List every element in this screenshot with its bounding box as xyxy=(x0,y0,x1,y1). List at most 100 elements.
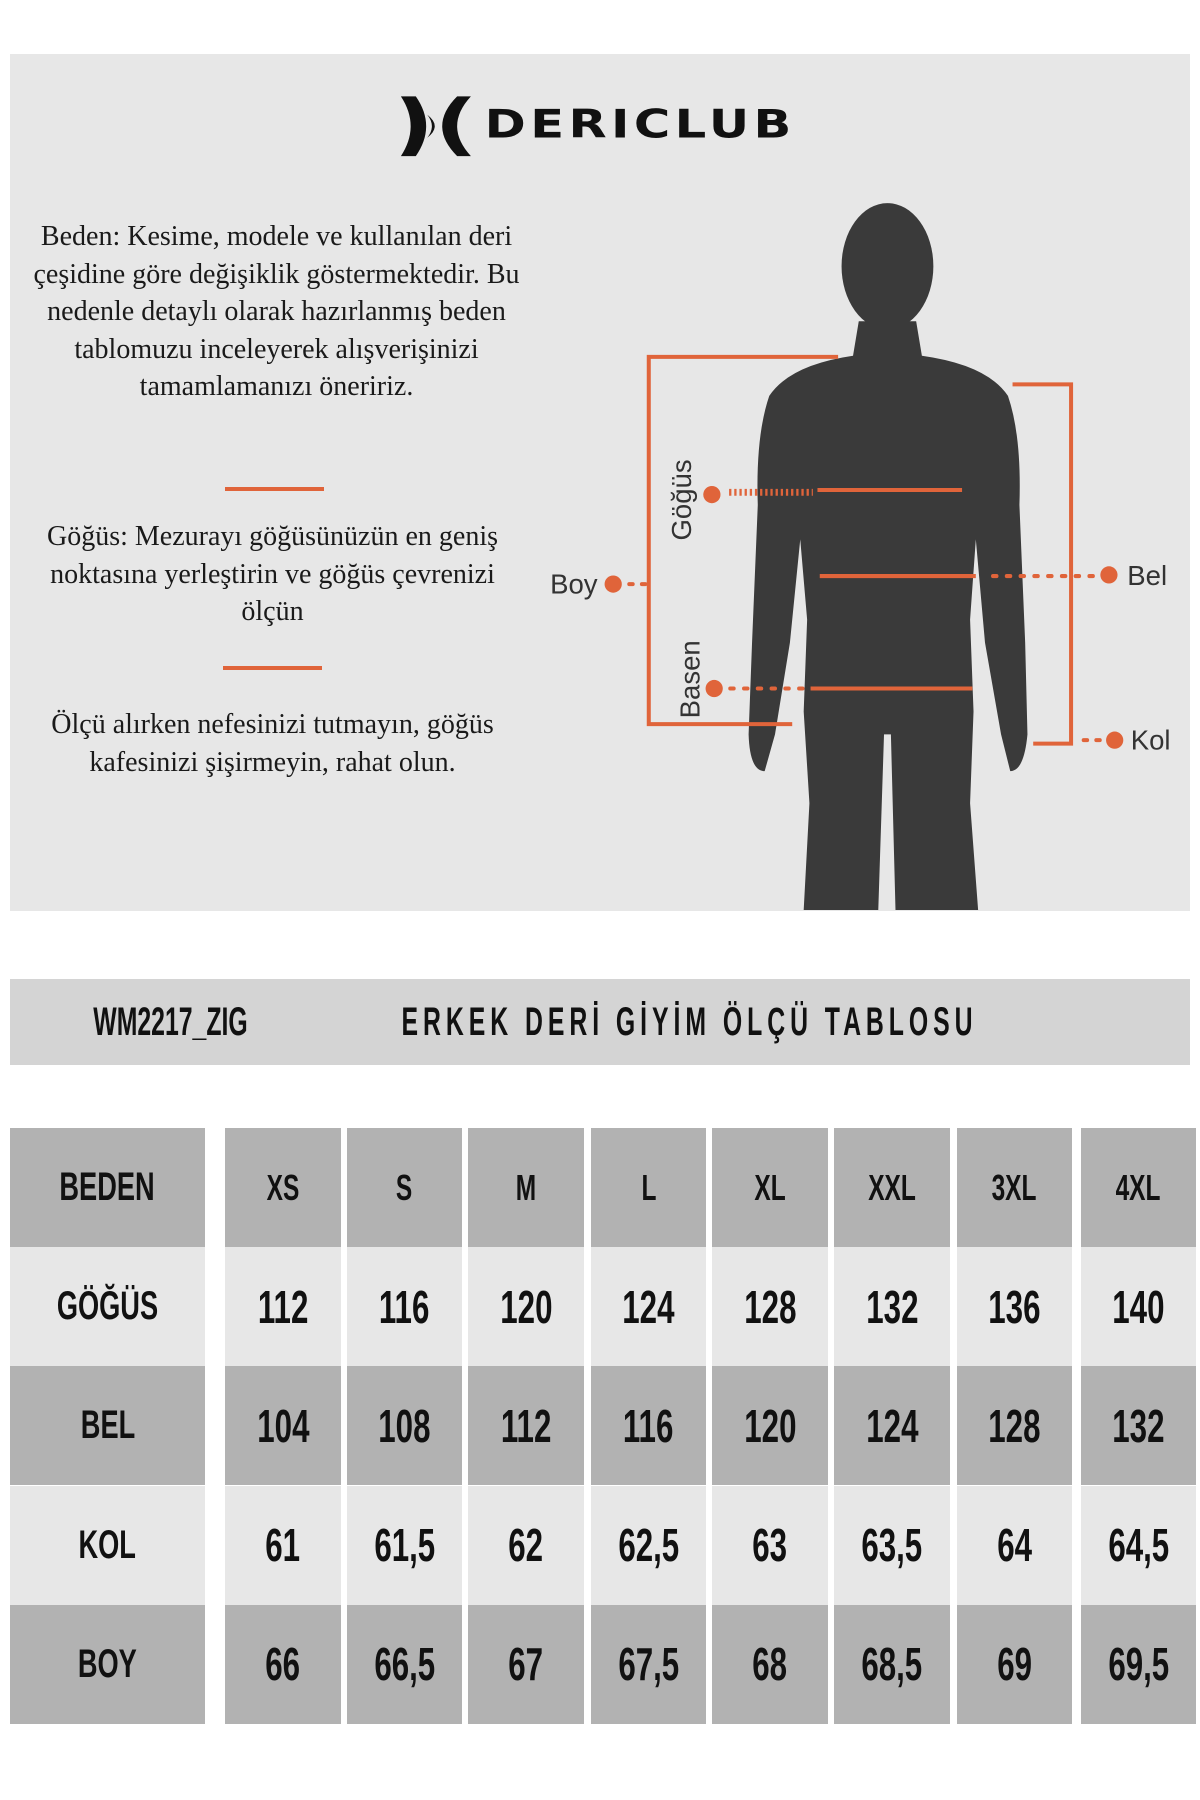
label-boy: Boy xyxy=(550,568,598,599)
cell-value: 104 xyxy=(256,1399,310,1452)
row-label: BEDEN xyxy=(59,1165,156,1209)
table-cell: 68 xyxy=(712,1604,828,1724)
basen-dot-icon xyxy=(705,679,723,698)
boy-bracket xyxy=(646,354,839,727)
cell-value: 112 xyxy=(500,1399,552,1452)
table-cell: 128 xyxy=(712,1247,828,1367)
cell-value: 64 xyxy=(997,1519,1032,1572)
table-cell: 69,5 xyxy=(1081,1604,1196,1724)
table-header-row: BEDEN XS S M L XL XXL 3XL 4XL xyxy=(0,1128,1200,1247)
size-table-title: WM2217_ZIG ERKEK DERİ GİYİM ÖLÇÜ TABLOSU xyxy=(10,979,1190,1065)
label-basen: Basen xyxy=(674,640,705,718)
cell-value: 3XL xyxy=(992,1166,1037,1208)
cell-value: 66 xyxy=(265,1638,301,1691)
cell-value: 68,5 xyxy=(861,1638,923,1691)
table-cell: 63 xyxy=(712,1485,828,1605)
cell-value: 66,5 xyxy=(374,1638,435,1691)
cell-value: XXL xyxy=(868,1166,916,1208)
table-cell: 61,5 xyxy=(347,1485,462,1605)
cell-value: M xyxy=(515,1166,537,1208)
product-code: WM2217_ZIG xyxy=(93,999,248,1044)
cell-value: 68 xyxy=(752,1638,788,1691)
cell-value: 120 xyxy=(499,1280,553,1333)
table-cell: 63,5 xyxy=(834,1485,950,1605)
label-gogus: Göğüs xyxy=(666,459,697,540)
divider xyxy=(223,666,322,670)
cell-value: 112 xyxy=(257,1280,309,1333)
kol-dot-icon xyxy=(1106,731,1124,749)
table-cell: 104 xyxy=(225,1366,341,1486)
cell-value: 62 xyxy=(508,1519,544,1572)
table-cell: 69 xyxy=(957,1604,1072,1724)
table-cell: 62,5 xyxy=(591,1485,706,1605)
cell-value: XS xyxy=(266,1166,300,1208)
cell-value: 61 xyxy=(265,1519,301,1572)
table-cell: 68,5 xyxy=(834,1604,950,1724)
table-title-text: ERKEK DERİ GİYİM ÖLÇÜ TABLOSU xyxy=(401,999,978,1044)
cell-value: S xyxy=(396,1166,413,1208)
cell-value: 63 xyxy=(752,1519,788,1572)
table-cell: 132 xyxy=(1081,1366,1196,1486)
cell-value: 128 xyxy=(743,1280,797,1333)
table-cell: 140 xyxy=(1081,1247,1196,1367)
cell-value: 116 xyxy=(379,1280,430,1333)
table-row: BOY 66 66,5 67 67,5 68 68,5 69 69,5 xyxy=(0,1604,1200,1724)
table-cell: 124 xyxy=(834,1366,950,1486)
cell-value: L xyxy=(641,1166,656,1208)
table-cell: 64 xyxy=(957,1485,1072,1605)
table-cell: 116 xyxy=(591,1366,706,1486)
table-row: GÖĞÜS 112 116 120 124 128 132 136 140 xyxy=(0,1247,1200,1367)
table-cell: 66 xyxy=(225,1604,341,1724)
boy-dot-icon xyxy=(604,575,622,593)
cell-value: 61,5 xyxy=(374,1519,435,1572)
table-cell: XXL xyxy=(834,1128,950,1247)
cell-value: 116 xyxy=(623,1399,674,1452)
gogus-info-text: Göğüs: Mezurayı göğüsünüzün en geniş nok… xyxy=(46,521,499,627)
table-cell: 136 xyxy=(957,1247,1072,1367)
label-bel: Bel xyxy=(1127,560,1167,591)
cell-value: 132 xyxy=(865,1280,919,1333)
cell-value: XL xyxy=(754,1166,786,1208)
tip-info-text: Ölçü alırken nefesinizi tutmayın, göğüs … xyxy=(51,709,494,778)
table-cell: 128 xyxy=(957,1366,1072,1486)
cell-value: 108 xyxy=(378,1399,431,1452)
row-label-cell: BOY xyxy=(10,1604,205,1724)
table-cell: 116 xyxy=(347,1247,462,1367)
table-cell: XS xyxy=(225,1128,341,1247)
label-kol: Kol xyxy=(1131,724,1171,755)
cell-value: 124 xyxy=(622,1280,675,1333)
table-cell: 66,5 xyxy=(347,1604,462,1724)
beden-info-text: Beden: Kesime, modele ve kullanılan deri… xyxy=(33,221,520,402)
table-cell: 67,5 xyxy=(591,1604,706,1724)
cell-value: 64,5 xyxy=(1108,1519,1169,1572)
cell-value: 67 xyxy=(508,1638,544,1691)
kol-bracket xyxy=(1012,382,1074,746)
table-cell: L xyxy=(591,1128,706,1247)
cell-value: 69,5 xyxy=(1108,1638,1169,1691)
table-cell: 132 xyxy=(834,1247,950,1367)
table-cell: 64,5 xyxy=(1081,1485,1196,1605)
logo-text: DERICLUB xyxy=(485,103,796,148)
row-label-cell: BEL xyxy=(10,1366,205,1486)
table-cell: 120 xyxy=(712,1366,828,1486)
cell-value: 140 xyxy=(1112,1280,1165,1333)
cell-value: 4XL xyxy=(1116,1166,1161,1208)
cell-value: 132 xyxy=(1112,1399,1165,1452)
row-label: BEL xyxy=(80,1403,135,1448)
row-label-cell: KOL xyxy=(10,1485,205,1605)
table-cell: 3XL xyxy=(957,1128,1072,1247)
table-cell: 120 xyxy=(468,1247,584,1367)
table-cell: 124 xyxy=(591,1247,706,1367)
cell-value: 136 xyxy=(988,1280,1041,1333)
gogus-dot-icon xyxy=(703,485,721,504)
body-silhouette xyxy=(748,203,1028,910)
table-cell: 4XL xyxy=(1081,1128,1196,1247)
logo-mark-icon xyxy=(400,96,471,157)
row-label-cell: GÖĞÜS xyxy=(10,1247,205,1367)
table-cell: 112 xyxy=(225,1247,341,1367)
cell-value: 69 xyxy=(997,1638,1032,1691)
row-label: BOY xyxy=(78,1641,137,1686)
bel-dot-icon xyxy=(1100,566,1118,584)
table-cell: 61 xyxy=(225,1485,341,1605)
row-label-cell: BEDEN xyxy=(10,1128,205,1247)
